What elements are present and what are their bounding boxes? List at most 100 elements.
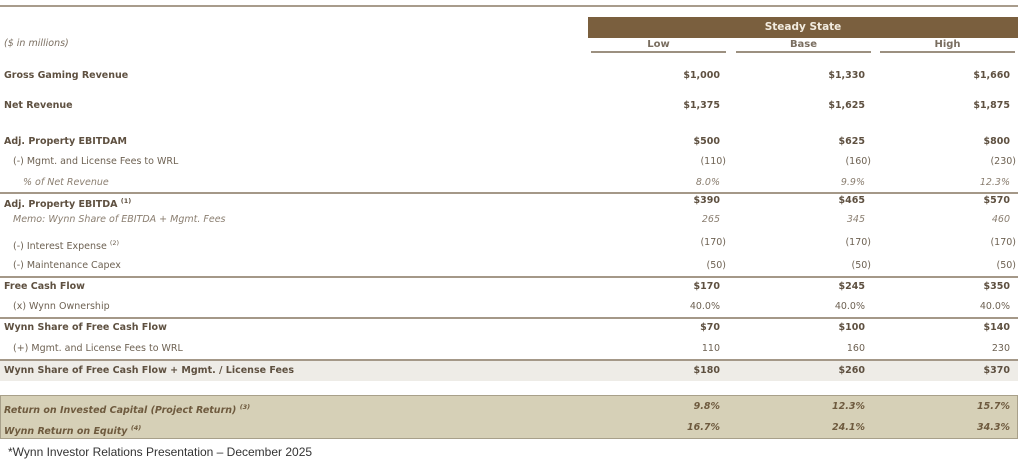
cell-value: (160) (845, 156, 871, 167)
cell-value: $100 (838, 322, 865, 333)
row-label: (-) Interest Expense (2) (13, 233, 119, 257)
source-footnote: *Wynn Investor Relations Presentation – … (8, 445, 313, 459)
row-label: Return on Invested Capital (Project Retu… (4, 397, 250, 421)
footnote-marker: (2) (109, 239, 120, 247)
table-row-gross-gaming-revenue: Gross Gaming Revenue $1,000 $1,330 $1,660 (0, 66, 1018, 86)
cell-value: 24.1% (832, 422, 865, 433)
row-label-text: Return on Invested Capital (Project Retu… (4, 405, 237, 417)
row-label-text: % of Net Revenue (23, 177, 109, 188)
footnote-marker: (1) (120, 197, 132, 205)
row-label-text: (-) Maintenance Capex (13, 260, 121, 271)
table-row-mgmt-license-fees: (-) Mgmt. and License Fees to WRL (110) (1… (0, 152, 1018, 172)
units-label: ($ in millions) (4, 38, 69, 49)
row-label-text: Wynn Return on Equity (4, 426, 128, 438)
row-label: Wynn Share of Free Cash Flow + Mgmt. / L… (4, 361, 294, 381)
row-label-text: (x) Wynn Ownership (13, 301, 110, 312)
cell-value: $390 (693, 195, 720, 206)
row-label-text: Free Cash Flow (4, 281, 85, 292)
divider (0, 192, 1018, 194)
cell-value: 40.0% (834, 301, 865, 312)
cell-value: (110) (700, 156, 726, 167)
row-label-text: Gross Gaming Revenue (4, 70, 129, 81)
row-label-text: Adj. Property EBITDA (4, 199, 118, 211)
table-row-pct-net-revenue: % of Net Revenue 8.0% 9.9% 12.3% (0, 173, 1018, 193)
divider (0, 359, 1018, 361)
cell-value: (230) (990, 156, 1016, 167)
cell-value: 8.0% (695, 177, 720, 188)
cell-value: 345 (846, 214, 865, 225)
table-row-plus-mgmt-fees: (+) Mgmt. and License Fees to WRL 110 160 2… (0, 339, 1018, 359)
row-label: (-) Mgmt. and License Fees to WRL (13, 152, 178, 172)
cell-value: 40.0% (689, 301, 720, 312)
row-label: Memo: Wynn Share of EBITDA + Mgmt. Fees (13, 210, 226, 230)
table-row-roic: Return on Invested Capital (Project Retu… (0, 397, 1018, 417)
table-row-wynn-roe: Wynn Return on Equity (4) 16.7% 24.1% 34.3% (0, 418, 1018, 438)
cell-value: $800 (983, 136, 1010, 147)
cell-value: $350 (983, 281, 1010, 292)
cell-value: $70 (700, 322, 720, 333)
cell-value: $500 (693, 136, 720, 147)
cell-value: $370 (983, 365, 1010, 376)
table-row-wynn-share-fcf: Wynn Share of Free Cash Flow $70 $100 $140 (0, 318, 1018, 338)
row-label-text: Wynn Share of Free Cash Flow + Mgmt. / L… (4, 365, 295, 376)
cell-value: 16.7% (687, 422, 720, 433)
cell-value: 12.3% (832, 401, 865, 412)
table-row-wynn-ownership: (x) Wynn Ownership 40.0% 40.0% 40.0% (0, 297, 1018, 317)
cell-value: 34.3% (977, 422, 1010, 433)
row-label: % of Net Revenue (23, 173, 109, 193)
footnote-marker: (3) (239, 403, 251, 411)
row-label: Gross Gaming Revenue (4, 66, 128, 86)
table-row-interest-expense: (-) Interest Expense (2) (170) (170) (170) (0, 233, 1018, 253)
cell-value: $1,330 (828, 70, 865, 81)
row-label: (-) Maintenance Capex (13, 256, 121, 276)
cell-value: $1,625 (828, 100, 865, 111)
table-row-net-revenue: Net Revenue $1,375 $1,625 $1,875 (0, 96, 1018, 116)
footnote-marker: (4) (130, 424, 142, 432)
column-header-base: Base (736, 38, 871, 53)
column-header-high: High (880, 38, 1015, 53)
table-row-maintenance-capex: (-) Maintenance Capex (50) (50) (50) (0, 256, 1018, 276)
cell-value: 110 (701, 343, 720, 354)
cell-value: (50) (851, 260, 871, 271)
top-divider (0, 5, 1018, 7)
table-row-wynn-share-fcf-plus-fees: Wynn Share of Free Cash Flow + Mgmt. / L… (0, 361, 1018, 381)
divider (0, 276, 1018, 278)
cell-value: 460 (991, 214, 1010, 225)
cell-value: $180 (693, 365, 720, 376)
row-label: Adj. Property EBITDAM (4, 132, 127, 152)
table-row-adj-property-ebitda: Adj. Property EBITDA (1) $390 $465 $570 (0, 191, 1018, 211)
cell-value: $465 (838, 195, 865, 206)
cell-value: 9.8% (693, 401, 720, 412)
row-label-text: (+) Mgmt. and License Fees to WRL (13, 343, 183, 354)
steady-state-header: Steady State (588, 17, 1018, 38)
cell-value: 12.3% (979, 177, 1010, 188)
cell-value: 40.0% (979, 301, 1010, 312)
returns-box (0, 395, 1018, 439)
row-label-text: Wynn Share of Free Cash Flow (4, 322, 167, 333)
cell-value: (170) (990, 237, 1016, 248)
row-label: Wynn Return on Equity (4) (4, 418, 141, 442)
row-label: (x) Wynn Ownership (13, 297, 110, 317)
cell-value: 160 (846, 343, 865, 354)
divider (0, 317, 1018, 319)
cell-value: 9.9% (840, 177, 865, 188)
row-label-text: (-) Mgmt. and License Fees to WRL (13, 156, 179, 167)
row-label-text: Memo: Wynn Share of EBITDA + Mgmt. Fees (13, 214, 226, 225)
cell-value: 230 (991, 343, 1010, 354)
cell-value: $170 (693, 281, 720, 292)
row-label: (+) Mgmt. and License Fees to WRL (13, 339, 183, 359)
table-row-free-cash-flow: Free Cash Flow $170 $245 $350 (0, 277, 1018, 297)
cell-value: 265 (701, 214, 720, 225)
cell-value: $1,875 (973, 100, 1010, 111)
cell-value: (50) (996, 260, 1016, 271)
cell-value: $260 (838, 365, 865, 376)
cell-value: (170) (700, 237, 726, 248)
table-row-memo-wynn-share: Memo: Wynn Share of EBITDA + Mgmt. Fees 2… (0, 210, 1018, 230)
row-label-text: Adj. Property EBITDAM (4, 136, 127, 147)
row-label: Net Revenue (4, 96, 73, 116)
cell-value: $1,375 (683, 100, 720, 111)
cell-value: (170) (845, 237, 871, 248)
cell-value: $245 (838, 281, 865, 292)
cell-value: $570 (983, 195, 1010, 206)
row-label-text: Net Revenue (4, 100, 73, 111)
